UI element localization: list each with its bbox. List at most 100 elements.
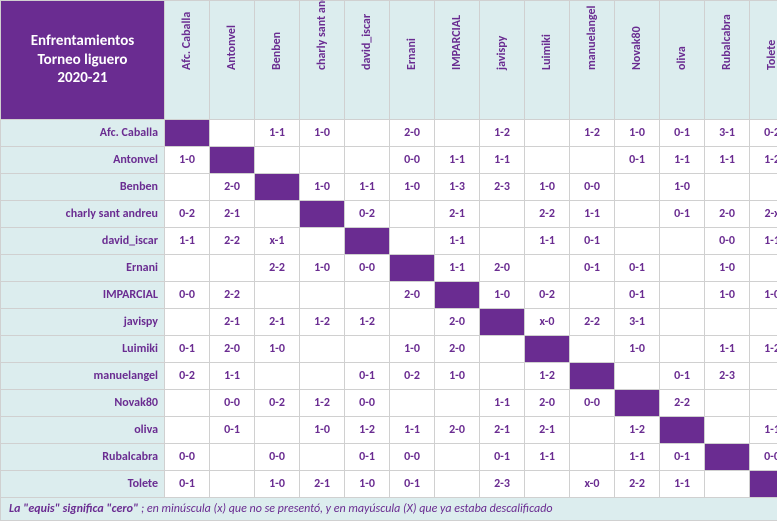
- column-header: Luimiki: [525, 1, 570, 120]
- result-cell: 1-1: [210, 363, 255, 390]
- result-cell: [570, 336, 615, 363]
- diagonal-cell: [390, 255, 435, 282]
- result-cell: 2-0: [210, 336, 255, 363]
- row-header: IMPARCIAL: [1, 282, 165, 309]
- row-header: oliva: [1, 417, 165, 444]
- result-cell: 2-0: [435, 417, 480, 444]
- result-cell: 0-0: [345, 255, 390, 282]
- result-cell: 1-0: [705, 255, 750, 282]
- result-cell: 1-2: [345, 417, 390, 444]
- result-cell: 0-2: [165, 201, 210, 228]
- result-cell: [660, 336, 705, 363]
- result-cell: [300, 444, 345, 471]
- table-row: Rubalcabra0-00-00-10-00-11-11-10-10-0: [1, 444, 777, 471]
- result-cell: 1-1: [480, 147, 525, 174]
- table-row: oliva0-11-01-21-12-02-12-11-21-1: [1, 417, 777, 444]
- diagonal-cell: [480, 309, 525, 336]
- result-cell: 1-1: [345, 174, 390, 201]
- result-cell: [570, 417, 615, 444]
- result-cell: 1-1: [705, 147, 750, 174]
- result-cell: [705, 390, 750, 417]
- diagonal-cell: [750, 471, 777, 498]
- result-cell: 1-0: [615, 120, 660, 147]
- column-header-label: david_iscar: [361, 50, 373, 70]
- result-cell: [750, 363, 777, 390]
- table-title: Enfrentamientos Torneo liguero 2020-21: [1, 1, 165, 120]
- table-row: Afc. Caballa1-11-02-01-21-21-00-13-10-2: [1, 120, 777, 147]
- result-cell: [390, 390, 435, 417]
- result-cell: 2-3: [480, 174, 525, 201]
- column-header: Tolete: [750, 1, 777, 120]
- result-cell: 0-0: [165, 444, 210, 471]
- result-cell: 1-0: [480, 282, 525, 309]
- result-cell: [300, 336, 345, 363]
- row-header: Afc. Caballa: [1, 120, 165, 147]
- table-row: Tolete0-11-02-11-00-12-3x-02-21-1: [1, 471, 777, 498]
- result-cell: 1-0: [300, 120, 345, 147]
- row-header: Benben: [1, 174, 165, 201]
- column-header: Rubalcabra: [705, 1, 750, 120]
- result-cell: [750, 390, 777, 417]
- result-cell: 1-1: [660, 471, 705, 498]
- result-cell: 0-1: [615, 282, 660, 309]
- result-cell: 0-1: [615, 255, 660, 282]
- row-header: Rubalcabra: [1, 444, 165, 471]
- column-header: Ernani: [390, 1, 435, 120]
- result-cell: 1-1: [525, 228, 570, 255]
- result-cell: [480, 201, 525, 228]
- diagonal-cell: [300, 201, 345, 228]
- column-header: Benben: [255, 1, 300, 120]
- result-cell: [525, 120, 570, 147]
- result-cell: 1-2: [525, 363, 570, 390]
- result-cell: 2-0: [525, 390, 570, 417]
- result-cell: 1-0: [660, 174, 705, 201]
- result-cell: 1-1: [660, 147, 705, 174]
- result-cell: 1-2: [615, 417, 660, 444]
- result-cell: [705, 309, 750, 336]
- title-line-3: 2020-21: [5, 69, 160, 88]
- result-cell: 0-1: [615, 147, 660, 174]
- result-cell: 1-2: [345, 309, 390, 336]
- result-cell: 0-2: [255, 390, 300, 417]
- row-header: Antonvel: [1, 147, 165, 174]
- result-cell: 1-3: [435, 174, 480, 201]
- result-cell: 0-1: [660, 444, 705, 471]
- result-cell: [345, 120, 390, 147]
- result-cell: 0-0: [390, 147, 435, 174]
- result-cell: 0-0: [210, 390, 255, 417]
- result-cell: 2-2: [660, 390, 705, 417]
- result-cell: 3-1: [615, 309, 660, 336]
- result-cell: 1-1: [435, 228, 480, 255]
- result-cell: 0-0: [705, 228, 750, 255]
- result-cell: 1-0: [435, 363, 480, 390]
- result-cell: [390, 228, 435, 255]
- row-header: charly sant andreu: [1, 201, 165, 228]
- result-cell: 1-1: [525, 444, 570, 471]
- result-cell: 0-1: [165, 336, 210, 363]
- diagonal-cell: [660, 417, 705, 444]
- result-cell: 2-1: [480, 417, 525, 444]
- column-header: charly sant andreu: [300, 1, 345, 120]
- result-cell: 2-2: [570, 309, 615, 336]
- result-cell: [255, 363, 300, 390]
- result-cell: [750, 309, 777, 336]
- result-cell: 0-0: [750, 444, 777, 471]
- result-cell: [255, 282, 300, 309]
- column-header: oliva: [660, 1, 705, 120]
- result-cell: 2-1: [525, 417, 570, 444]
- result-cell: 0-1: [345, 363, 390, 390]
- result-cell: 1-2: [300, 309, 345, 336]
- column-header-label: charly sant andreu: [316, 50, 328, 70]
- result-cell: 3-1: [705, 120, 750, 147]
- column-header-label: Luimiki: [541, 50, 553, 70]
- result-cell: 0-0: [345, 390, 390, 417]
- result-cell: [435, 444, 480, 471]
- result-cell: [480, 363, 525, 390]
- result-cell: [390, 309, 435, 336]
- column-header: david_iscar: [345, 1, 390, 120]
- diagonal-cell: [255, 174, 300, 201]
- result-cell: 1-1: [570, 201, 615, 228]
- diagonal-cell: [435, 282, 480, 309]
- result-cell: [300, 147, 345, 174]
- result-cell: [435, 471, 480, 498]
